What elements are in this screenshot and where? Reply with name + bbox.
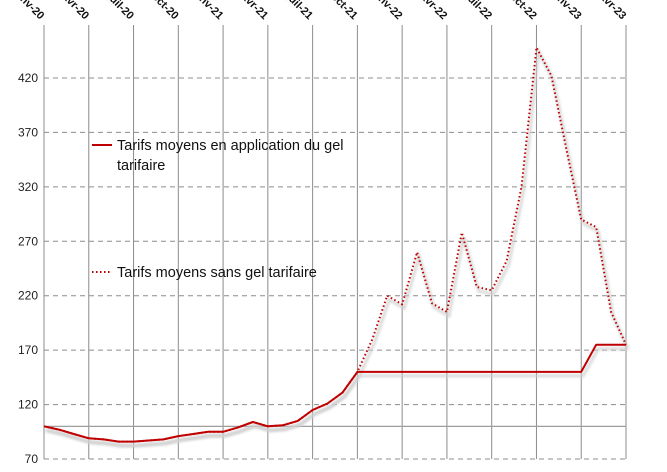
x-tick-label: oct-21 bbox=[328, 0, 359, 22]
y-tick-label: 220 bbox=[18, 289, 38, 303]
y-tick-label: 70 bbox=[25, 452, 39, 466]
x-tick-label: janv-21 bbox=[189, 0, 225, 22]
x-tick-label: avr-21 bbox=[239, 0, 270, 22]
series-lines bbox=[43, 46, 630, 448]
legend: Tarifs moyens en application du gel tarif… bbox=[92, 138, 344, 281]
x-tick-label: avr-22 bbox=[418, 0, 449, 22]
x-tick-label: janv-22 bbox=[369, 0, 405, 22]
x-tick-label: oct-20 bbox=[149, 0, 180, 22]
x-tick-label: avr-20 bbox=[60, 0, 91, 22]
x-tick-label: janv-23 bbox=[548, 0, 584, 22]
x-tick-label: juil-20 bbox=[104, 0, 136, 22]
y-axis-tick-labels: 70 120 170 220 270 320 370 420 bbox=[18, 71, 38, 466]
x-axis-tick-labels: janv-20 avr-20 juil-20 oct-20 janv-21 avr-21 j… bbox=[10, 0, 628, 22]
x-tick-label: janv-20 bbox=[10, 0, 46, 22]
gridlines bbox=[43, 25, 627, 460]
y-tick-label: 420 bbox=[18, 71, 38, 85]
y-tick-label: 320 bbox=[18, 180, 38, 194]
series-line-gel bbox=[43, 343, 626, 443]
series-line-sans-gel bbox=[43, 46, 627, 443]
x-tick-label: juil-22 bbox=[462, 0, 494, 22]
x-tick-label: oct-22 bbox=[507, 0, 538, 22]
y-tick-label: 170 bbox=[18, 343, 38, 357]
series-shadow bbox=[45, 347, 628, 448]
x-tick-label: avr-23 bbox=[597, 0, 628, 22]
y-tick-label: 370 bbox=[18, 125, 38, 139]
legend-item-dotted: Tarifs moyens sans gel tarifaire bbox=[92, 265, 317, 281]
legend-label-dotted: Tarifs moyens sans gel tarifaire bbox=[117, 265, 317, 281]
y-tick-label: 270 bbox=[18, 234, 38, 248]
y-tick-label: 120 bbox=[18, 398, 38, 412]
legend-item-solid: Tarifs moyens en application du gel tarif… bbox=[92, 138, 344, 174]
legend-label-solid: Tarifs moyens en application du gel tarif… bbox=[117, 138, 344, 174]
x-tick-label: juil-21 bbox=[283, 0, 315, 22]
